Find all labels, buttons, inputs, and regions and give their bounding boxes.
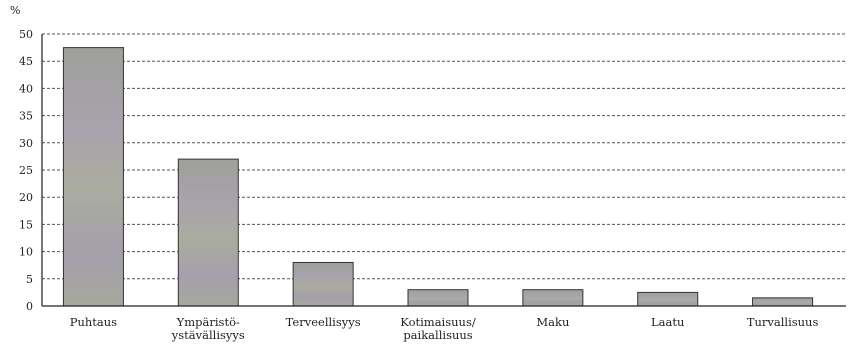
x-tick-labels: Puhtaus Ympäristö-ystävällisyys Terveellis… xyxy=(70,315,819,342)
y-tick-label: 45 xyxy=(19,55,33,68)
y-tick-label: 25 xyxy=(19,164,33,177)
y-tick-label: 5 xyxy=(26,273,33,286)
x-tick-label: Kotimaisuus/ xyxy=(400,315,476,329)
bar xyxy=(62,47,124,307)
bar xyxy=(292,261,354,307)
x-tick-label: paikallisuus xyxy=(403,328,472,342)
x-tick-label: Laatu xyxy=(651,315,684,329)
y-tick-labels: 0 5 10 15 20 25 30 35 40 45 50 xyxy=(19,28,33,313)
bar xyxy=(752,297,814,307)
bar xyxy=(177,158,239,307)
x-tick-label: Maku xyxy=(536,315,569,329)
x-tick-label: ystävällisyys xyxy=(171,328,245,342)
x-tick-label: Ympäristö- xyxy=(176,315,240,329)
bar xyxy=(407,289,469,307)
x-tick-label: Turvallisuus xyxy=(747,315,819,329)
bar xyxy=(522,289,584,307)
x-tick-label: Terveellisyys xyxy=(286,315,361,329)
y-tick-label: 0 xyxy=(26,300,33,313)
bars xyxy=(62,47,814,307)
x-tick-label: Puhtaus xyxy=(70,315,117,329)
bar xyxy=(637,291,699,307)
y-unit-label: % xyxy=(10,4,20,17)
y-tick-label: 30 xyxy=(19,137,33,150)
y-tick-label: 40 xyxy=(19,82,33,95)
y-tick-label: 50 xyxy=(19,28,33,41)
y-tick-label: 20 xyxy=(19,191,33,204)
y-tick-label: 15 xyxy=(19,218,33,231)
y-tick-label: 35 xyxy=(19,110,33,123)
y-tick-label: 10 xyxy=(19,246,33,259)
grid-lines xyxy=(42,33,846,280)
